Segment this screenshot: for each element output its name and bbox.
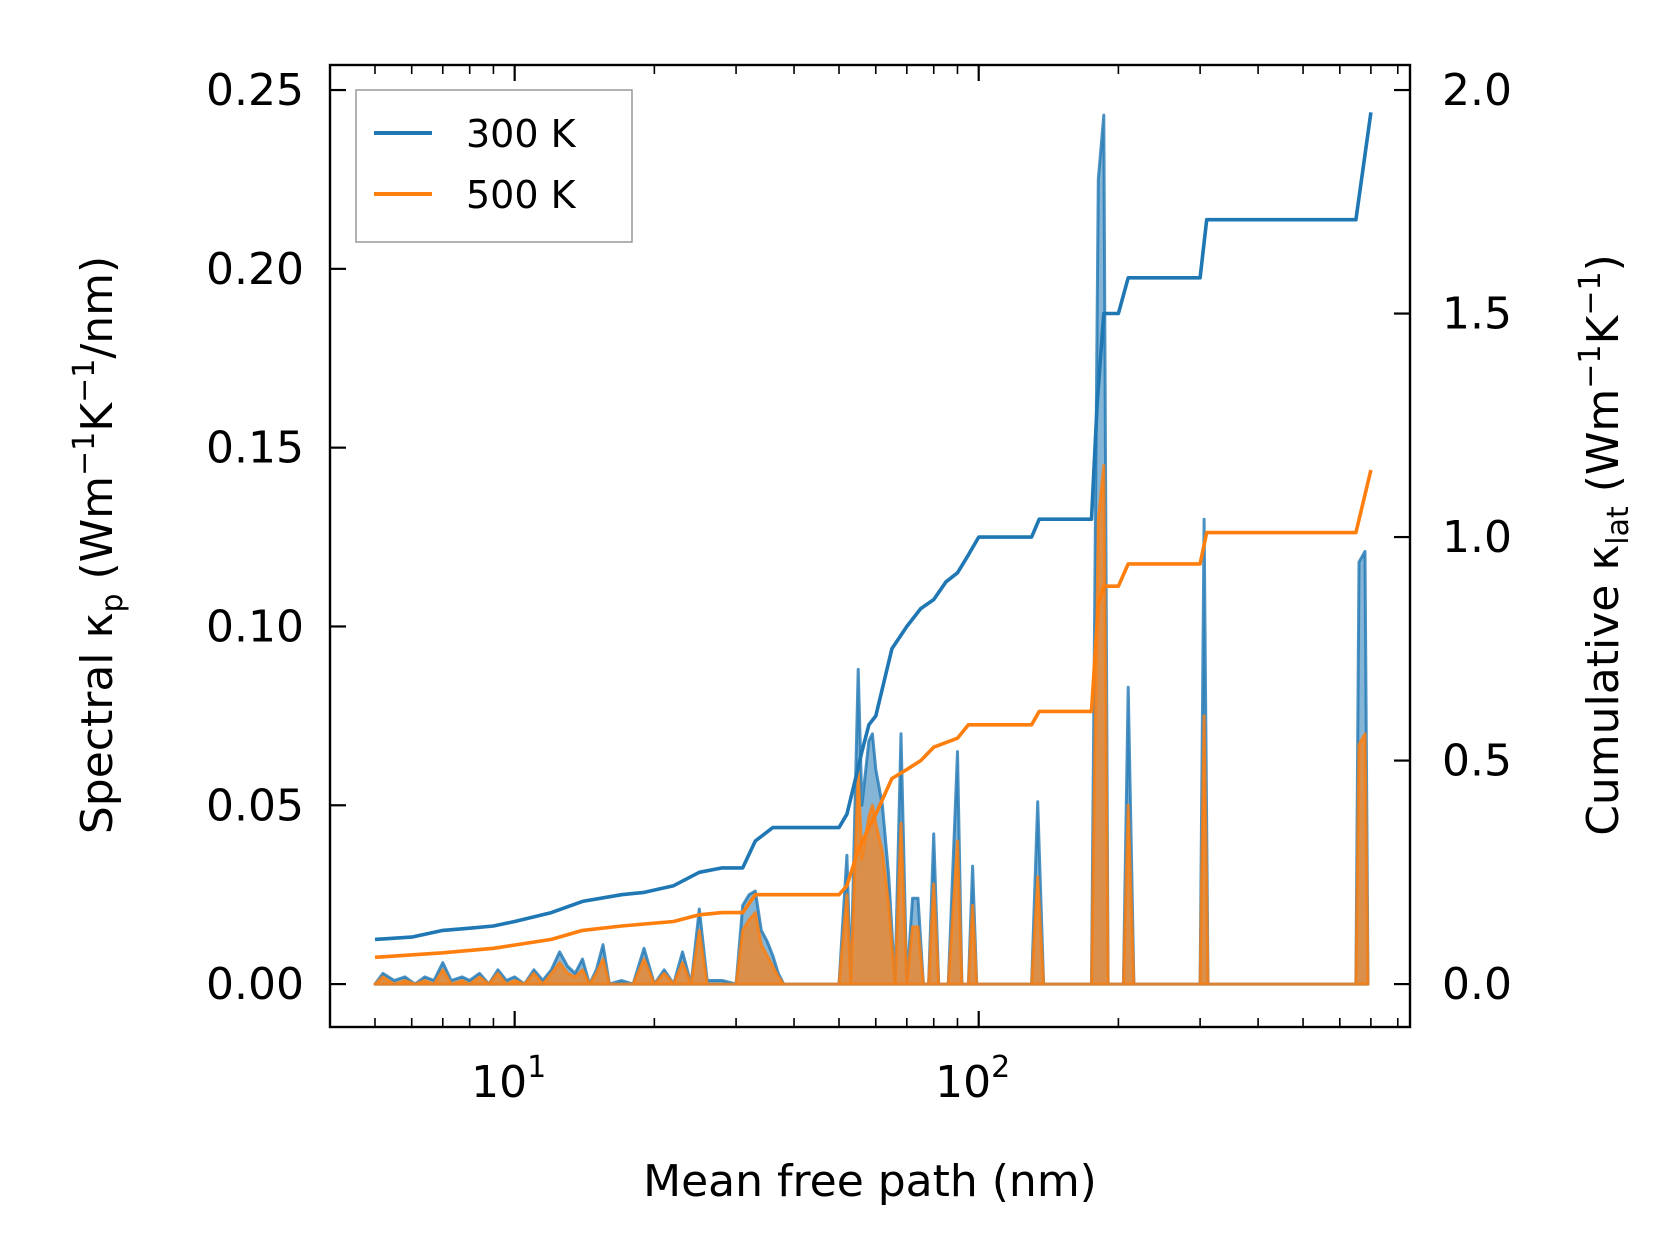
spectral-area-500k [373,464,1370,986]
left-axis-title-unit-b: K [72,402,123,432]
right-tick-label: 1.0 [1442,512,1512,563]
cumulative-line-300k [374,112,1373,942]
right-tick-label: 1.5 [1442,289,1512,340]
legend-box [355,89,633,243]
cumulative-lines [374,112,1373,960]
x-axis-title: Mean free path (nm) [643,1156,1097,1207]
left-tick-label: 0.15 [206,423,304,474]
left-axis-title-sup1: −1 [67,432,102,476]
legend-label-300k: 300 K [466,112,577,156]
x-tick-label: 102 [935,1050,1010,1108]
right-axis-title-sub: lat [1601,506,1636,545]
left-tick-label: 0.10 [206,601,304,652]
left-tick-label: 0.05 [206,780,304,831]
plot-frame [328,63,1412,1029]
left-axis-title-unit-c: /nm) [72,256,123,359]
left-tick-label: 0.00 [206,959,304,1010]
cumulative-line-500k [374,469,1373,960]
left-axis-title-main: Spectral κ [72,613,123,835]
x-tick-label: 101 [471,1050,546,1108]
right-axis-title-unit-b: K [1578,314,1629,344]
left-axis-title: Spectral κp(Wm−1K−1/nm) [67,256,130,834]
right-axis-title-sup2: −1 [1573,271,1608,315]
left-tick-label: 0.25 [206,65,304,116]
right-axis-title-unit-c: ) [1578,254,1629,271]
left-axis-title-unit-a: (Wm [72,476,123,580]
left-tick-label: 0.20 [206,244,304,295]
right-tick-label: 0.0 [1442,959,1512,1010]
right-tick-label: 0.5 [1442,736,1512,787]
right-axis-title-main: Cumulative κ [1578,545,1629,836]
left-axis-title-sup2: −1 [67,359,102,403]
right-tick-label: 2.0 [1442,65,1512,116]
axis-ticks: 0.00 0.05 0.10 0.15 0.20 0.25 0.0 0.5 1.0 1.5 2.0 1… [206,65,1512,1108]
right-axis-title: Cumulative κlat(Wm−1K−1) [1573,254,1636,836]
right-axis-title-unit-a: (Wm [1578,389,1629,493]
legend-label-500k: 500 K [466,173,577,217]
spectral-fills [373,113,1370,986]
left-axis-title-sub: p [95,594,130,613]
right-axis-title-sup1: −1 [1573,344,1608,388]
legend: 300 K 500 K [355,89,633,243]
